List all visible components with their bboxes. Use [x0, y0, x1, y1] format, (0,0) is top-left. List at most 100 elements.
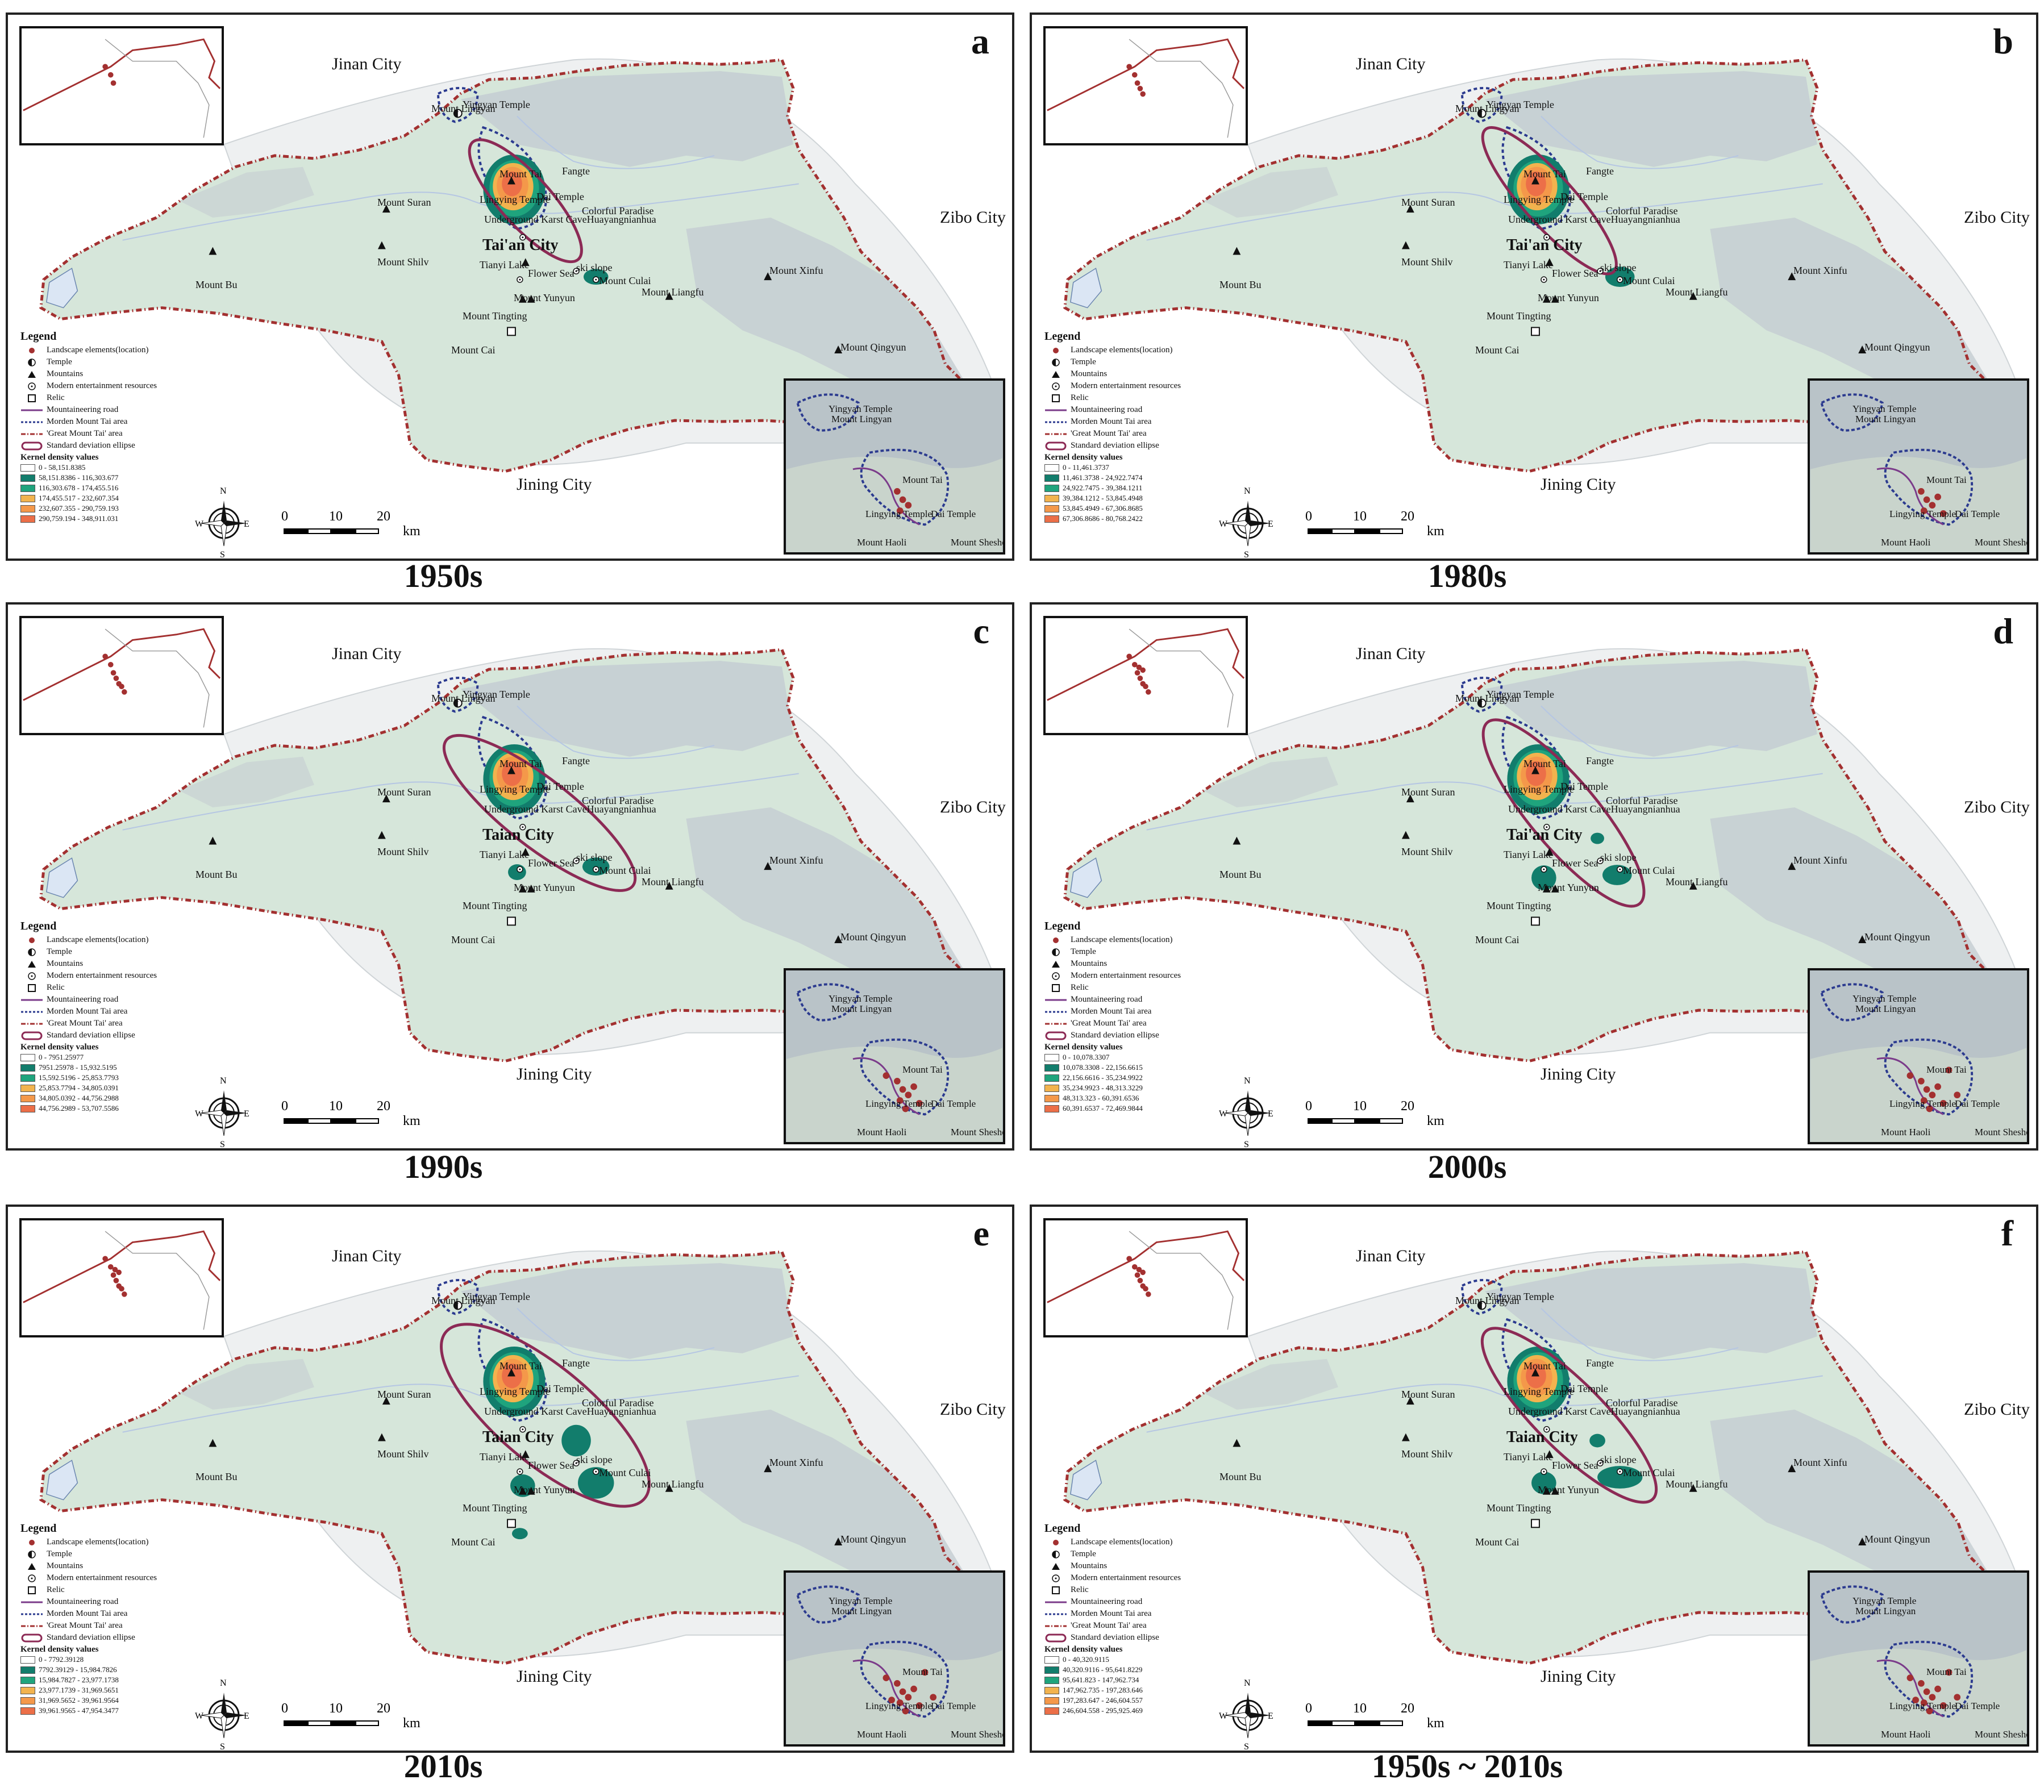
kernel-class-label: 67,306.8686 - 80,768.2422 [1063, 514, 1143, 523]
mountain-icon [377, 831, 386, 839]
place-label-mount-cai: Mount Cai [451, 344, 496, 356]
landscape-point [1136, 664, 1142, 670]
relic-icon [507, 916, 516, 926]
kernel-density-title: Kernel density values [20, 453, 99, 462]
jinan-city-label: Jinan City [1356, 55, 1426, 73]
north-arrow-icon: N S W E [195, 486, 249, 559]
modern-mount-tai-area [1501, 1318, 1571, 1422]
scale-segment [307, 1720, 331, 1726]
legend-item: Mountains [20, 368, 202, 380]
legend-item-label: Temple [1071, 947, 1096, 956]
mountain-icon [209, 247, 217, 255]
kernel-swatch [20, 474, 35, 482]
study-area [40, 649, 980, 1061]
panel-letter: b [1993, 21, 2013, 61]
compass-w: W [1219, 1109, 1228, 1119]
kernel-swatch [1044, 464, 1059, 472]
kernel-class-label: 60,391.6537 - 72,469.9844 [1063, 1104, 1143, 1112]
compass-n: N [220, 1678, 227, 1688]
relic-icon [507, 1519, 516, 1528]
legend-item-label: Modern entertainment resources [1071, 1573, 1181, 1582]
landscape-point [113, 676, 119, 681]
scale-tick: 20 [1401, 1701, 1414, 1716]
kernel-class: 10,078.3308 - 22,156.6615 [1044, 1062, 1226, 1073]
legend-item: Mountains [1044, 1560, 1226, 1572]
zoom-label-mount-haoli: Mount Haoli [1881, 537, 1931, 548]
legend: Legend Landscape elements(location) Temple… [1044, 330, 1226, 524]
kernel-class-label: 35,234.9923 - 48,313.3229 [1063, 1083, 1143, 1092]
mountain-icon [377, 1433, 386, 1441]
kernel-class-label: 44,756.2989 - 53,707.5586 [39, 1104, 119, 1112]
legend-item: Modern entertainment resources [20, 1572, 202, 1584]
place-label-tianyi-lake: Tianyi Lake [1504, 849, 1553, 860]
zoom-label-mount-haoli: Mount Haoli [1881, 1729, 1931, 1740]
scale-segment [355, 528, 379, 534]
legend-symbol [1044, 948, 1067, 956]
kernel-class-label: 95,641.823 - 147,962.734 [1063, 1676, 1139, 1684]
legend-symbol [1044, 1633, 1067, 1643]
place-label-mount-xinfu: Mount Xinfu [1793, 1457, 1847, 1468]
place-label-mount-shilv: Mount Shilv [377, 256, 429, 268]
compass-w: W [195, 1711, 204, 1721]
place-label-mount-lingyan: Mount Lingyan [431, 693, 496, 704]
place-label-ski-slope: ski slope [1600, 1454, 1637, 1465]
landscape-point [110, 80, 116, 86]
kernel-swatch [1044, 1666, 1059, 1674]
legend-item-label: Relic [1071, 1585, 1089, 1594]
panel-caption: 1950s [403, 557, 483, 594]
legend-item: Temple [1044, 356, 1226, 368]
kernel-class: 11,461.3738 - 24,922.7474 [1044, 473, 1226, 483]
kernel-swatch [1044, 1064, 1059, 1072]
kernel-class-label: 174,455.517 - 232,607.354 [39, 494, 119, 502]
legend-item-label: Modern entertainment resources [1071, 381, 1181, 390]
legend-item-label: Standard deviation ellipse [1071, 1633, 1159, 1642]
legend-item: Relic [20, 1584, 202, 1596]
scale-segment [284, 1118, 307, 1124]
legend-item: Temple [1044, 946, 1226, 958]
kernel-swatch [20, 484, 35, 492]
mountain-icon [1531, 766, 1539, 774]
legend-item: Modern entertainment resources [1044, 1572, 1226, 1584]
legend-symbol [20, 1010, 43, 1014]
kernel-class: 0 - 11,461.3737 [1044, 462, 1226, 473]
scale-tick: 20 [1401, 509, 1414, 524]
place-label-mount-tai: Mount Tai [499, 168, 542, 180]
kernel-class: 39,384.1212 - 53,845.4948 [1044, 493, 1226, 503]
scale-tick: 0 [1305, 1099, 1312, 1114]
legend: Legend Landscape elements(location) Temple… [1044, 920, 1226, 1114]
kernel-class: 35,234.9923 - 48,313.3229 [1044, 1083, 1226, 1093]
kernel-swatch [1044, 1094, 1059, 1102]
legend-item: Relic [1044, 392, 1226, 404]
great-mount-tai-boundary [39, 1250, 981, 1665]
scale-unit: km [403, 1716, 421, 1731]
zoom-label-yingyan-temple: Yingyan Temple [829, 993, 893, 1004]
kernel-class-label: 197,283.647 - 246,604.557 [1063, 1696, 1143, 1705]
compass-n: N [1244, 1076, 1251, 1086]
zoom-label-mount-sheshou: Mount Sheshou [1975, 1729, 2027, 1740]
place-label-mount-suran: Mount Suran [377, 786, 431, 798]
place-label-mount-culai: Mount Culai [1623, 865, 1675, 876]
scale-unit: km [1427, 524, 1444, 539]
scale-segment [331, 528, 355, 534]
place-label-mount-xinfu: Mount Xinfu [769, 1457, 823, 1468]
panel-letter: e [973, 1213, 989, 1253]
kernel-swatch [20, 1707, 35, 1715]
legend-symbol [1044, 960, 1067, 968]
place-label-mount-qingyun: Mount Qingyun [1864, 931, 1930, 943]
kernel-class: 31,969.5652 - 39,961.9564 [20, 1695, 202, 1706]
zoom-label-mount-tai: Mount Tai [1926, 1064, 1967, 1075]
zoom-label-mount-lingyan: Mount Lingyan [1855, 1003, 1916, 1014]
legend-item: Landscape elements(location) [20, 344, 202, 356]
taian-city-label: Tai'an City [1506, 826, 1583, 844]
scale-bar: 0 10 20 km [281, 1099, 443, 1133]
kernel-swatch [1044, 474, 1059, 482]
compass-e: E [1268, 519, 1273, 529]
place-label-mount-yunyun: Mount Yunyun [514, 292, 575, 303]
landscape-point [1134, 80, 1140, 86]
mountain-icon [377, 241, 386, 249]
legend-symbol [1044, 382, 1067, 390]
mountain-icon [834, 1537, 843, 1546]
place-label-mount-culai: Mount Culai [1623, 275, 1675, 286]
place-label-mount-bu: Mount Bu [1219, 869, 1262, 880]
place-label-dai-temple: Dai Temple [536, 1383, 584, 1394]
